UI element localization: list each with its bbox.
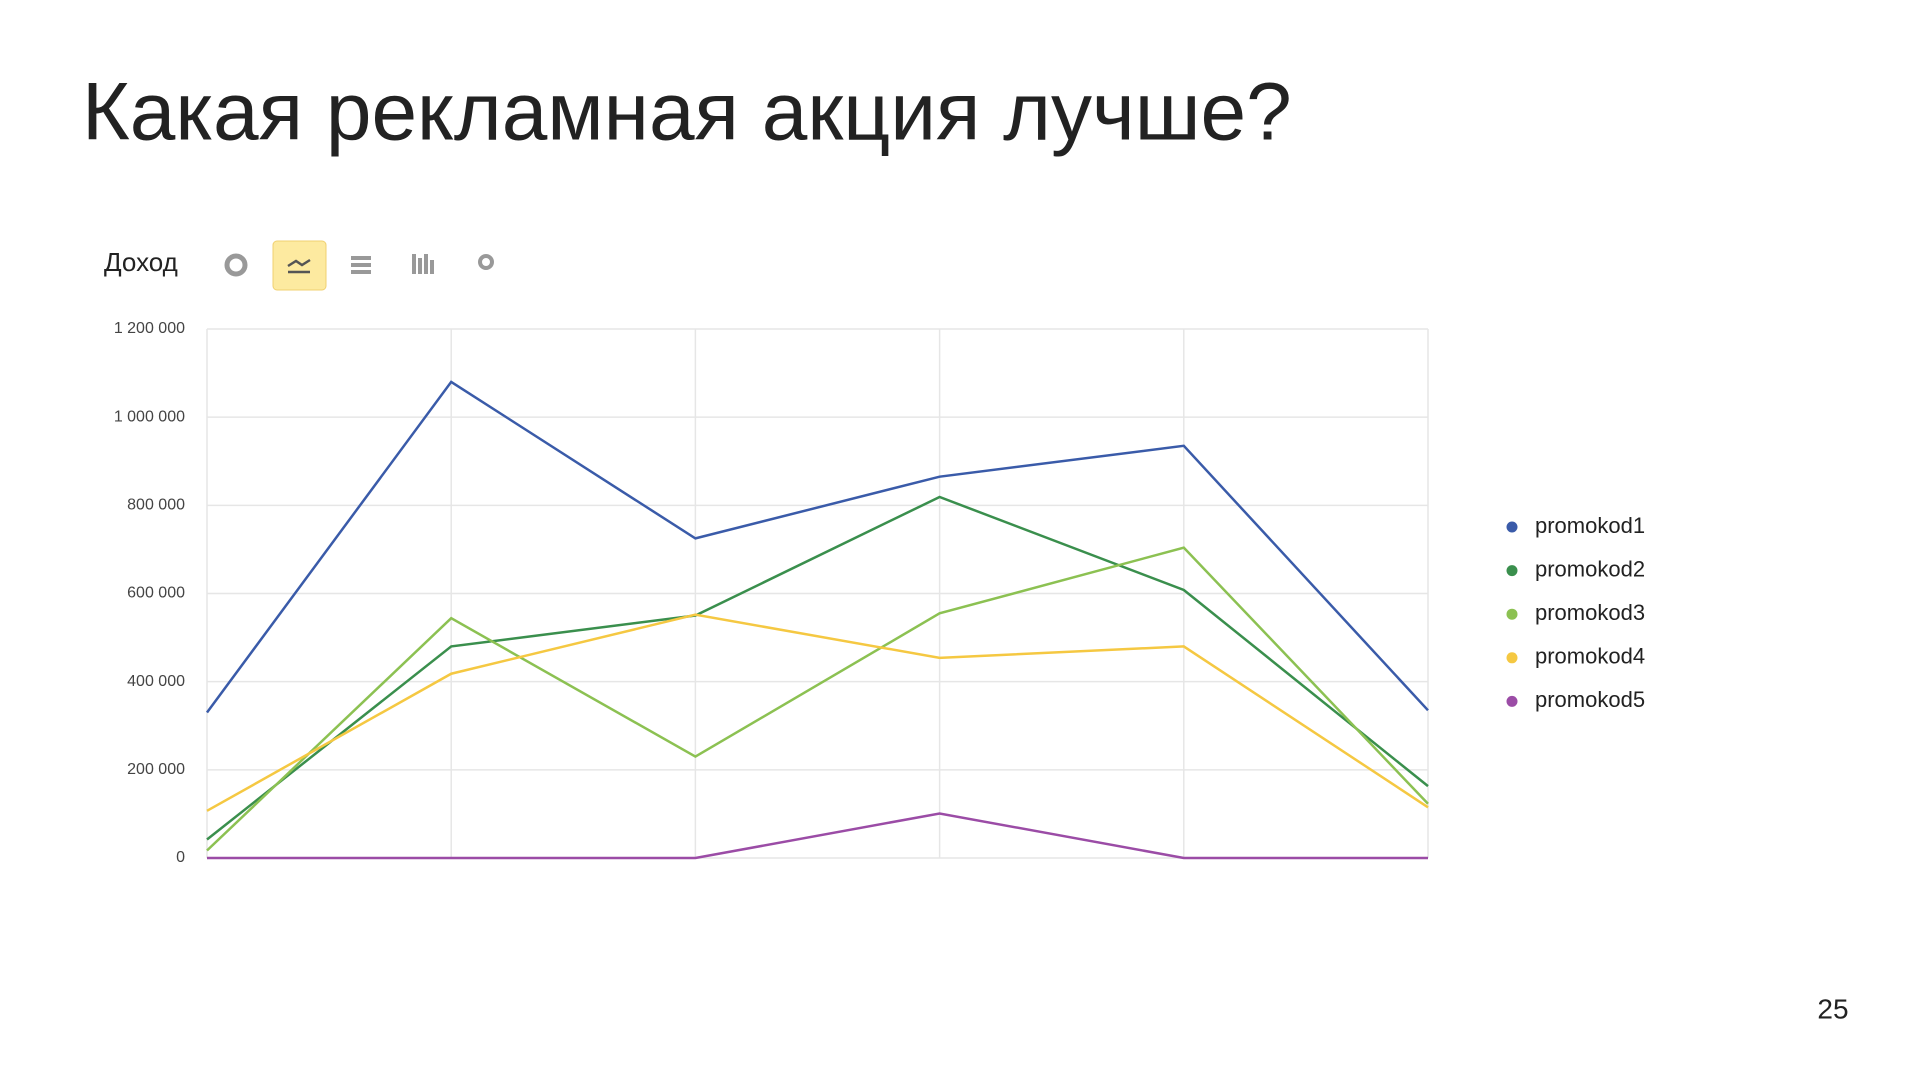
legend-marker xyxy=(1506,521,1518,533)
y-tick-label: 800 000 xyxy=(127,497,185,514)
series-line xyxy=(206,495,1429,841)
legend-label: promokod4 xyxy=(1535,644,1645,669)
area-icon[interactable] xyxy=(351,256,371,274)
legend-label: promokod2 xyxy=(1535,556,1645,581)
bar-icon[interactable] xyxy=(412,254,434,274)
y-tick-label: 1 200 000 xyxy=(114,320,185,337)
legend-marker xyxy=(1506,652,1518,664)
legend-marker xyxy=(1506,565,1518,577)
series-line xyxy=(205,380,1429,714)
legend-marker xyxy=(1506,695,1518,707)
series-line xyxy=(206,613,1429,812)
chart-toolbar xyxy=(224,240,494,291)
legend-label: promokod3 xyxy=(1535,600,1645,625)
legend-label: promokod1 xyxy=(1535,513,1645,538)
y-tick-label: 400 000 xyxy=(127,673,185,690)
legend-marker xyxy=(1506,608,1518,620)
line-icon xyxy=(287,258,311,274)
legend-label: promokod5 xyxy=(1535,687,1645,712)
y-tick-label: 1 000 000 xyxy=(114,408,185,425)
line-icon-button[interactable] xyxy=(272,240,327,291)
pie-icon[interactable] xyxy=(224,253,248,277)
map-icon[interactable] xyxy=(478,254,494,270)
slide-title: Какая рекламная акция лучше? xyxy=(82,67,1292,158)
series-line xyxy=(206,546,1429,852)
page-number: 25 xyxy=(1817,993,1848,1024)
chart-title: Доход xyxy=(104,247,178,277)
y-tick-label: 0 xyxy=(176,849,185,866)
y-tick-label: 600 000 xyxy=(127,585,185,602)
y-tick-label: 200 000 xyxy=(127,761,185,778)
series-line xyxy=(207,812,1428,860)
